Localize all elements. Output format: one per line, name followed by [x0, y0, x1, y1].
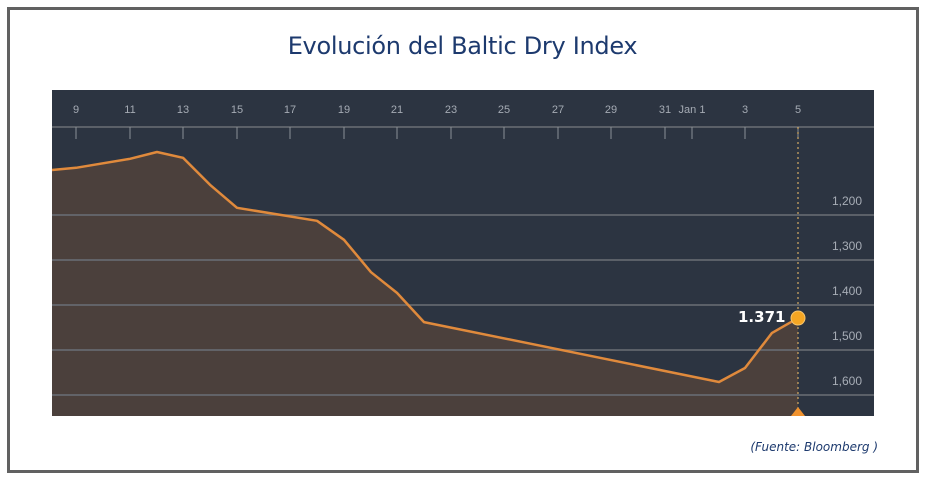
- data-line: [52, 150, 799, 384]
- chart-title: Evolución del Baltic Dry Index: [287, 32, 638, 60]
- x-tick-label: 5: [794, 104, 802, 116]
- x-tick-label: 9: [72, 104, 80, 116]
- x-tick-label: Jan 1: [678, 104, 706, 116]
- x-tick-label: 21: [390, 104, 404, 116]
- y-tick-label: 1,600: [832, 374, 863, 388]
- x-tick-label: 29: [604, 104, 618, 116]
- x-tick-label: 27: [551, 104, 565, 116]
- highlight-value-label: 1.371: [738, 308, 786, 326]
- x-tick-label: 13: [176, 104, 190, 116]
- x-tick-label: 31: [658, 104, 672, 116]
- gridlines: [52, 214, 874, 396]
- x-tick-label: 3: [741, 104, 749, 116]
- y-tick-label: 1,500: [832, 329, 863, 343]
- chart-svg: [52, 126, 874, 416]
- x-tick-label: 25: [497, 104, 511, 116]
- source-note: (Fuente: Bloomberg ): [750, 440, 878, 454]
- x-axis-ticks: [75, 127, 799, 139]
- y-tick-label: 1,300: [832, 239, 863, 253]
- y-tick-label: 1,400: [832, 284, 863, 298]
- x-tick-label: 15: [230, 104, 244, 116]
- x-tick-label: 23: [444, 104, 458, 116]
- highlight-dot[interactable]: [790, 310, 806, 326]
- crosshair-marker-icon[interactable]: [791, 407, 805, 416]
- plot-area: 9 11 13 15 17 19 21 23 25 27 29 31 Jan 1 3 5 1,600 1,50…: [52, 90, 874, 416]
- x-tick-label: 17: [283, 104, 297, 116]
- x-tick-label: 11: [124, 104, 136, 116]
- x-tick-label: 19: [337, 104, 351, 116]
- y-tick-label: 1,200: [832, 194, 863, 208]
